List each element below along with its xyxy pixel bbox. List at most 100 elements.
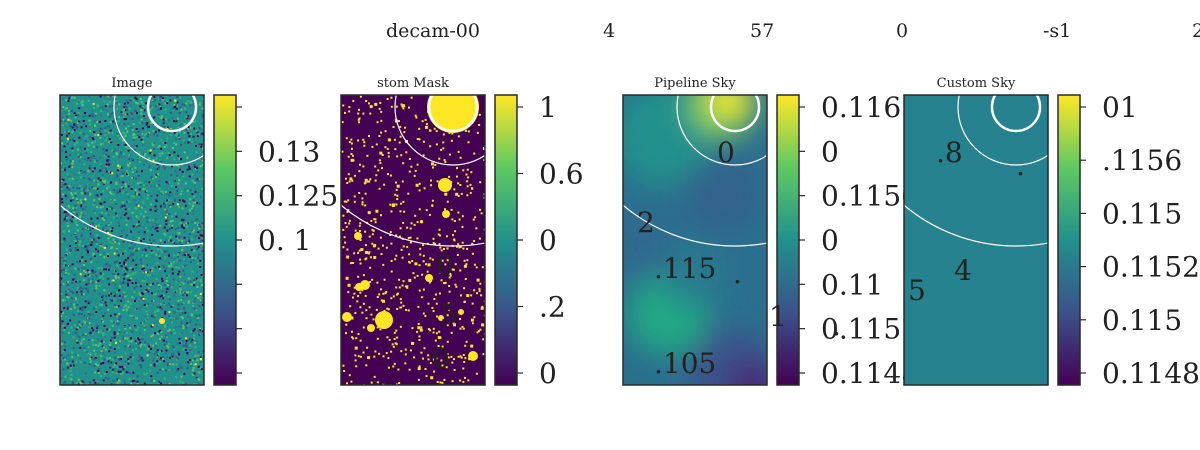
- noise-pixel: [153, 380, 155, 382]
- noise-pixel: [107, 95, 110, 98]
- mask-pixel: [350, 316, 354, 320]
- noise-pixel: [152, 251, 155, 254]
- noise-pixel: [144, 290, 147, 293]
- noise-pixel: [91, 240, 94, 243]
- noise-pixel: [168, 239, 171, 242]
- mask-pixel: [403, 210, 406, 213]
- noise-pixel: [175, 235, 178, 238]
- noise-pixel: [186, 294, 188, 297]
- noise-pixel: [61, 212, 64, 214]
- noise-pixel: [160, 162, 163, 165]
- mask-pixel: [466, 294, 470, 298]
- mask-pixel: [427, 328, 430, 331]
- noise-pixel: [99, 95, 102, 98]
- noise-pixel: [191, 231, 194, 234]
- noise-pixel: [158, 180, 161, 182]
- noise-pixel: [105, 295, 107, 298]
- mask-pixel: [417, 367, 421, 371]
- mask-pixel: [358, 230, 361, 232]
- noise-pixel: [194, 120, 197, 123]
- noise-pixel: [201, 222, 204, 224]
- noise-pixel: [77, 287, 79, 290]
- middle-aperture-circle: [957, 95, 1048, 166]
- noise-pixel: [93, 289, 96, 292]
- noise-pixel: [136, 182, 139, 185]
- noise-pixel: [165, 369, 167, 372]
- noise-pixel: [96, 194, 99, 197]
- mask-pixel: [431, 258, 434, 261]
- noise-pixel: [171, 321, 174, 324]
- noise-pixel: [66, 295, 69, 298]
- mask-pixel: [475, 266, 478, 269]
- noise-pixel: [183, 123, 186, 125]
- mask-pixel: [410, 222, 413, 225]
- noise-pixel: [169, 191, 172, 194]
- noise-pixel: [85, 152, 88, 155]
- noise-pixel: [158, 145, 161, 148]
- noise-pixel: [188, 117, 191, 120]
- noise-pixel: [127, 196, 130, 199]
- noise-pixel: [201, 243, 204, 246]
- mask-pixel: [395, 343, 398, 346]
- mask-pixel: [358, 121, 360, 124]
- mask-pixel: [422, 260, 425, 263]
- noise-pixel: [75, 123, 78, 126]
- noise-pixel: [194, 244, 197, 247]
- noise-pixel: [154, 205, 157, 208]
- noise-pixel: [80, 201, 83, 204]
- noise-pixel: [186, 156, 189, 159]
- noise-pixel: [189, 319, 192, 322]
- mask-pixel: [396, 308, 399, 310]
- noise-pixel: [110, 299, 113, 302]
- noise-pixel: [100, 301, 103, 304]
- noise-pixel: [127, 311, 130, 314]
- noise-pixel: [136, 191, 139, 194]
- noise-pixel: [124, 265, 127, 268]
- mask-pixel: [395, 181, 397, 184]
- noise-pixel: [78, 288, 81, 291]
- mask-pixel: [364, 294, 367, 297]
- noise-pixel: [68, 165, 71, 168]
- noise-pixel: [110, 192, 113, 195]
- masked-source: [468, 351, 478, 361]
- noise-pixel: [88, 278, 91, 281]
- mask-pixel: [420, 351, 423, 354]
- noise-pixel: [153, 353, 156, 356]
- bright-pixel: [66, 138, 69, 140]
- panel-title: Custom Sky: [937, 76, 1016, 91]
- noise-pixel: [91, 110, 94, 113]
- noise-pixel: [149, 169, 152, 172]
- noise-pixel: [117, 273, 120, 276]
- noise-pixel: [123, 326, 126, 328]
- noise-pixel: [179, 365, 182, 368]
- mask-pixel: [436, 315, 438, 318]
- noise-pixel: [92, 187, 95, 190]
- noise-pixel: [62, 356, 65, 359]
- noise-pixel: [169, 316, 172, 319]
- noise-pixel: [67, 322, 70, 325]
- noise-pixel: [147, 343, 150, 346]
- noise-pixel: [175, 104, 178, 107]
- noise-pixel: [130, 126, 133, 129]
- noise-pixel: [178, 237, 181, 240]
- noise-pixel: [181, 265, 184, 268]
- noise-pixel: [64, 254, 67, 257]
- mask-pixel: [416, 163, 419, 166]
- mask-pixel: [448, 290, 451, 293]
- noise-pixel: [83, 171, 86, 174]
- noise-pixel: [184, 349, 187, 351]
- noise-pixel: [110, 163, 113, 166]
- mask-pixel: [351, 154, 354, 157]
- mask-pixel: [376, 281, 379, 284]
- mask-pixel: [462, 327, 465, 330]
- noise-pixel: [119, 153, 122, 156]
- mask-pixel: [397, 368, 400, 371]
- noise-pixel: [64, 258, 67, 260]
- noise-pixel: [196, 191, 199, 194]
- mask-pixel: [432, 310, 435, 313]
- noise-pixel: [155, 157, 158, 160]
- mask-pixel: [343, 370, 346, 372]
- noise-pixel: [192, 329, 195, 332]
- noise-pixel: [159, 338, 161, 340]
